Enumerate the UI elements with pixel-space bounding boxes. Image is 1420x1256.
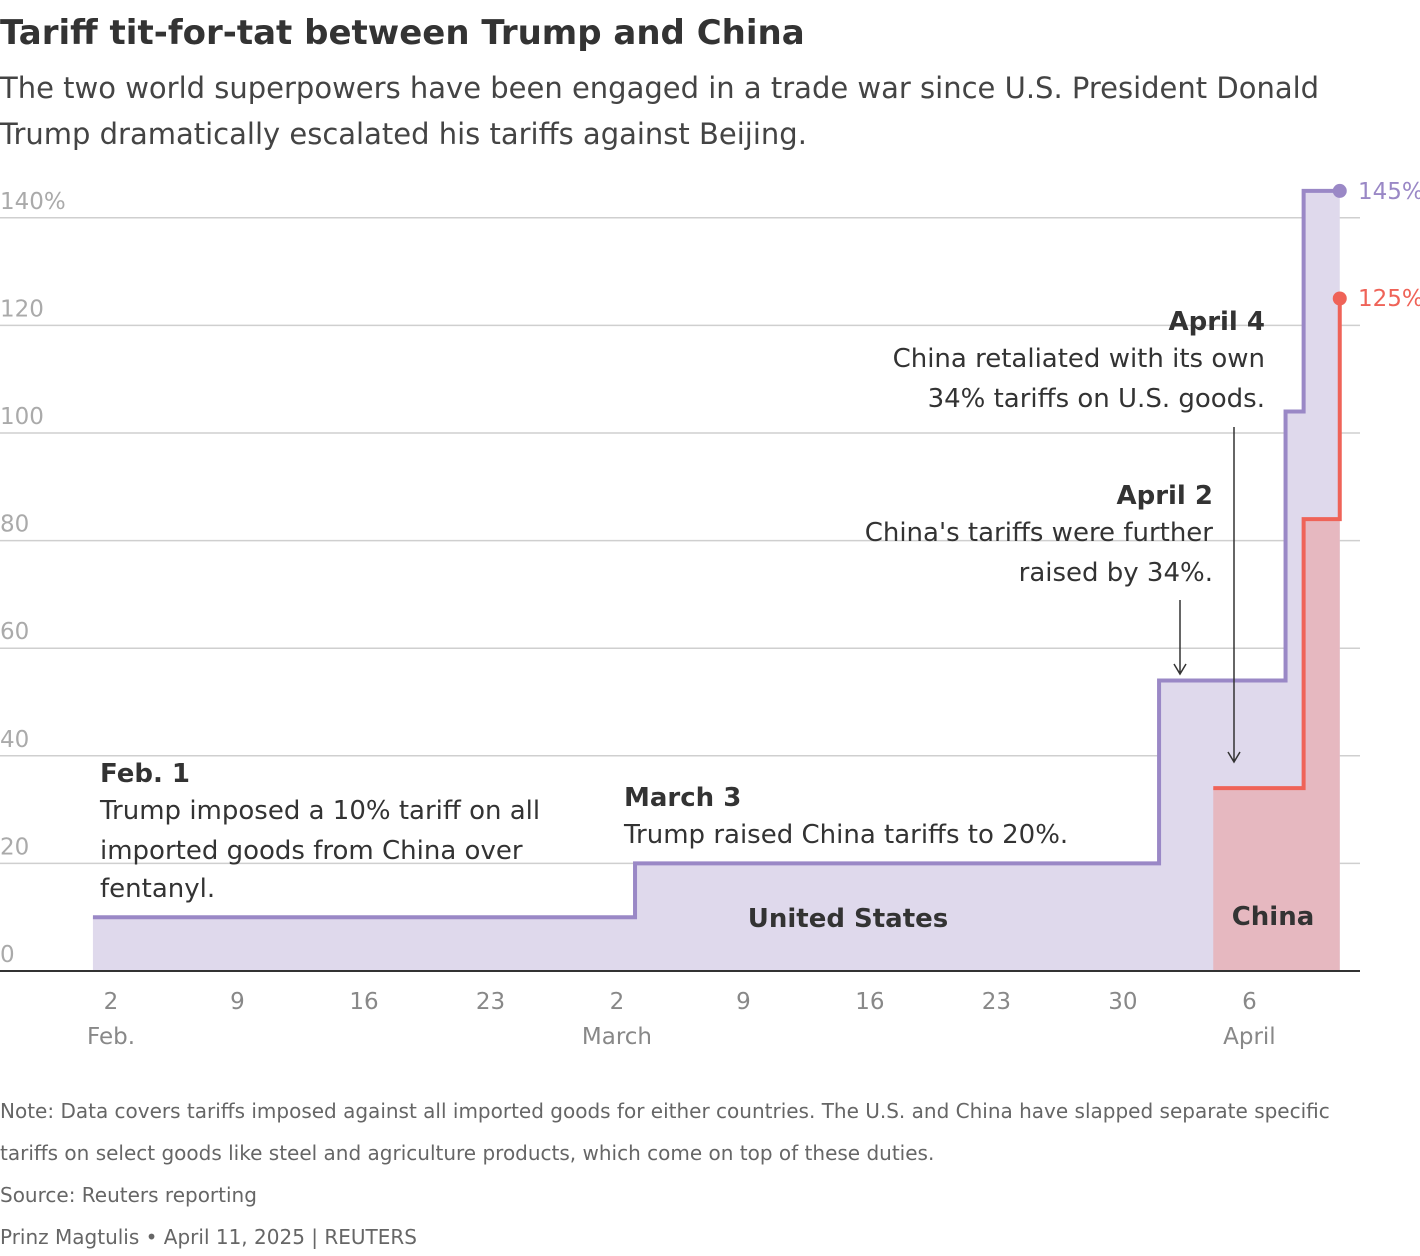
annotation-apr2-line: China's tariffs were further	[865, 518, 1214, 548]
x-tick-label: 6	[1242, 989, 1257, 1015]
footer-note-line2: tariffs on select goods like steel and a…	[0, 1141, 934, 1165]
series-line-0	[92, 188, 1340, 920]
end-label-china: 125%	[1358, 286, 1420, 312]
x-month-label: Feb.	[87, 1024, 135, 1050]
annotation-mar3-head: March 3	[624, 783, 741, 813]
y-tick-label: 60	[0, 619, 29, 645]
x-tick-label: 23	[476, 989, 505, 1015]
series-line-1	[1213, 298, 1342, 791]
annotation-feb1-line: Trump imposed a 10% tariff on all	[99, 796, 540, 826]
y-tick-label: 0	[0, 942, 15, 968]
x-month-label: April	[1223, 1024, 1276, 1050]
annotation-feb1-line: imported goods from China over	[100, 836, 523, 866]
chart-subtitle-line1: The two world superpowers have been enga…	[0, 71, 1319, 105]
annotation-feb1-head: Feb. 1	[100, 759, 190, 789]
annotation-mar3-line: Trump raised China tariffs to 20%.	[623, 820, 1068, 850]
annotation-arrow	[1173, 600, 1187, 676]
x-month-label: March	[582, 1024, 652, 1050]
y-tick-label: 20	[0, 834, 29, 860]
annotation-feb1-line: fentanyl.	[100, 874, 215, 904]
chart-title: Tariff tit-for-tat between Trump and Chi…	[0, 13, 805, 53]
series-end-dot-0	[1332, 183, 1347, 198]
x-tick-label: 2	[610, 989, 625, 1015]
y-tick-label: 80	[0, 512, 29, 538]
x-tick-label: 16	[855, 989, 884, 1015]
x-tick-label: 9	[230, 989, 245, 1015]
x-tick-label: 16	[349, 989, 378, 1015]
series-end-dot-1	[1332, 291, 1347, 306]
annotation-apr4-line: China retaliated with its own	[893, 344, 1265, 374]
footer-source: Source: Reuters reporting	[0, 1183, 257, 1207]
y-tick-label: 120	[0, 296, 44, 322]
annotation-apr2-head: April 2	[1116, 481, 1213, 511]
x-tick-label: 9	[736, 989, 751, 1015]
x-tick-label: 30	[1108, 989, 1137, 1015]
y-tick-label: 40	[0, 727, 29, 753]
annotation-apr2-line: raised by 34%.	[1019, 558, 1213, 588]
annotation-apr4-line: 34% tariffs on U.S. goods.	[928, 384, 1265, 414]
annotation-apr4-head: April 4	[1168, 307, 1265, 337]
x-tick-label: 23	[982, 989, 1011, 1015]
footer-credit: Prinz Magtulis • April 11, 2025 | REUTER…	[0, 1225, 417, 1249]
series-label-us: United States	[748, 904, 949, 934]
series-label-china: China	[1232, 902, 1315, 932]
series-area-1	[1213, 298, 1340, 971]
footer-note-line1: Note: Data covers tariffs imposed agains…	[0, 1099, 1330, 1123]
y-tick-label: 140%	[0, 189, 66, 215]
chart-subtitle-line2: Trump dramatically escalated his tariffs…	[0, 117, 807, 151]
y-tick-label: 100	[0, 404, 44, 430]
x-tick-label: 2	[104, 989, 119, 1015]
end-label-us: 145%	[1358, 179, 1420, 205]
annotation-arrow	[1227, 427, 1241, 764]
